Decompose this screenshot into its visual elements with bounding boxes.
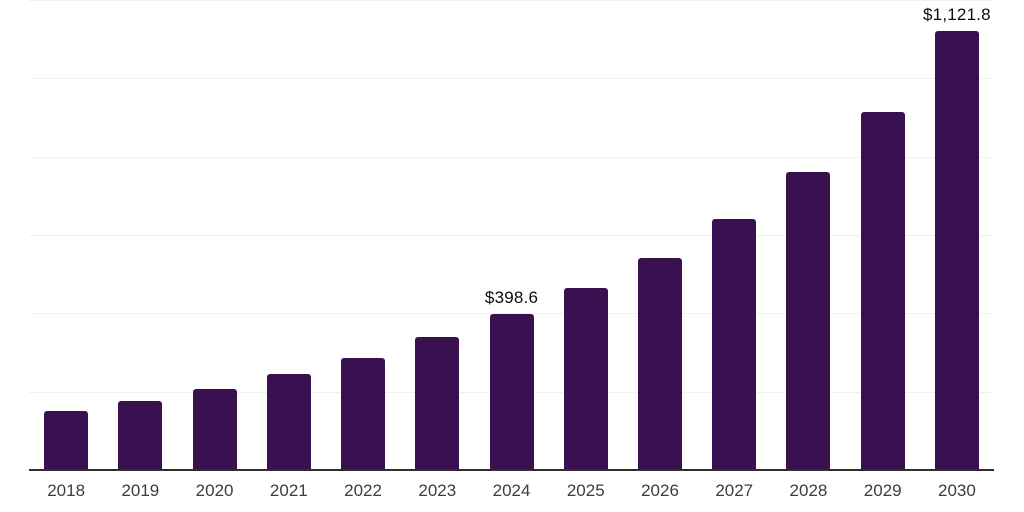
bar-slot-2028	[771, 0, 845, 470]
x-axis-line	[29, 469, 994, 471]
x-tick-2020: 2020	[195, 481, 234, 500]
gridline-800	[29, 156, 994, 158]
data-label-2024: $398.6	[484, 288, 539, 308]
x-tick-2030: 2030	[938, 481, 976, 500]
bar-slot-2018	[29, 0, 103, 470]
bars-container: $398.6 $1,121.8	[29, 0, 994, 470]
x-tick-2018: 2018	[47, 481, 86, 500]
bar-2018	[44, 411, 89, 470]
x-tick-2023: 2023	[418, 481, 457, 500]
x-tick-2029: 2029	[863, 481, 902, 500]
bar-2024	[489, 313, 534, 470]
bar-2025	[563, 287, 608, 470]
plot-area: $398.6 $1,121.8	[29, 0, 994, 471]
x-tick-2022: 2022	[344, 481, 382, 500]
bar-slot-2020	[177, 0, 251, 470]
gridline-600	[29, 235, 994, 236]
bar-2029	[860, 111, 905, 470]
bar-slot-2019	[103, 0, 177, 470]
bar-2022	[341, 357, 386, 470]
x-tick-2027: 2027	[715, 481, 754, 500]
bar-2023	[415, 336, 460, 470]
bar-slot-2027	[697, 0, 771, 470]
x-axis-labels: 2018 2019 2020 2021 2022 2023 2024 2025 2026 2027…	[29, 481, 994, 501]
x-tick-2025: 2025	[566, 481, 605, 500]
x-tick-2019: 2019	[121, 481, 160, 500]
bar-slot-2029	[846, 0, 920, 470]
bar-slot-2023	[400, 0, 474, 470]
bar-slot-2030: $1,121.8	[920, 0, 994, 470]
gridline-1000	[29, 78, 994, 80]
bar-2020	[192, 388, 237, 470]
data-label-2030: $1,121.8	[923, 5, 991, 25]
bar-slot-2021	[252, 0, 326, 470]
x-tick-2021: 2021	[269, 481, 308, 500]
bar-2027	[712, 218, 757, 470]
x-tick-2024: 2024	[492, 481, 531, 500]
bar-slot-2024: $398.6	[474, 0, 548, 470]
bar-2030	[934, 30, 979, 470]
bar-slot-2026	[623, 0, 697, 470]
bar-2026	[637, 257, 682, 470]
x-tick-2026: 2026	[641, 481, 679, 500]
bar-2019	[118, 400, 163, 470]
gridline-1200	[29, 0, 994, 1]
x-tick-2028: 2028	[789, 481, 828, 500]
bar-slot-2022	[326, 0, 400, 470]
bar-2021	[266, 374, 311, 470]
gridline-400	[29, 313, 994, 315]
bar-2028	[786, 172, 831, 470]
bar-slot-2025	[549, 0, 623, 470]
